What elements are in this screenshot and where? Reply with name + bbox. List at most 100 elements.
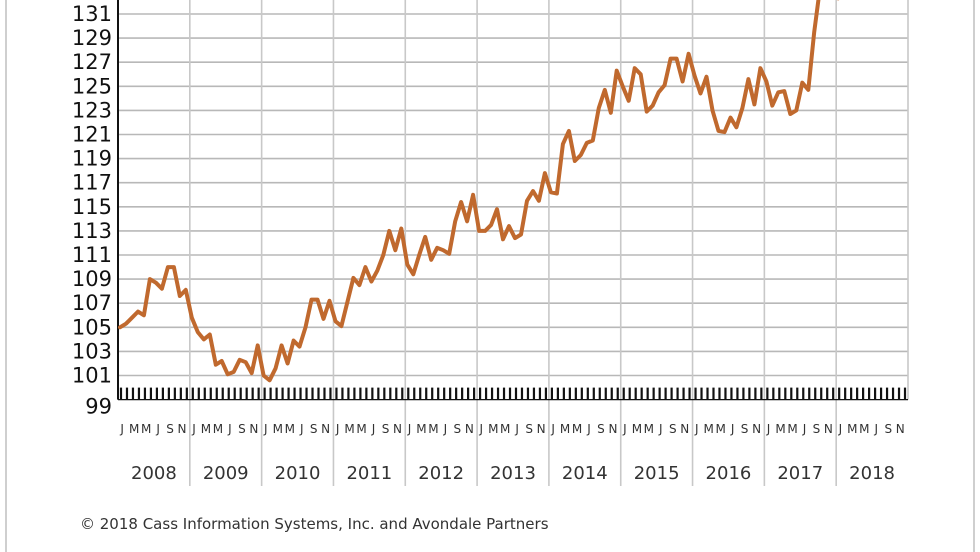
year-label: 2018 xyxy=(849,463,895,484)
month-label: M xyxy=(859,422,869,436)
y-tick-label: 121 xyxy=(72,123,112,147)
month-label: S xyxy=(525,422,533,436)
month-label: S xyxy=(382,422,390,436)
month-label: M xyxy=(285,422,295,436)
y-tick-label: 105 xyxy=(72,315,112,339)
y-tick-label: 133 xyxy=(72,0,112,2)
month-label: J xyxy=(335,422,340,436)
month-label: N xyxy=(752,422,761,436)
y-tick-label: 115 xyxy=(72,195,112,219)
y-tick-label: 123 xyxy=(72,98,112,122)
year-label: 2017 xyxy=(777,463,823,484)
month-label: M xyxy=(273,422,283,436)
month-label: J xyxy=(550,422,555,436)
month-label: J xyxy=(874,422,879,436)
month-label: M xyxy=(213,422,223,436)
month-label: M xyxy=(500,422,510,436)
frame-right-border xyxy=(973,0,975,552)
month-label: S xyxy=(884,422,892,436)
month-label: N xyxy=(680,422,689,436)
year-label: 2008 xyxy=(131,463,177,484)
month-label: S xyxy=(813,422,821,436)
series-line xyxy=(118,0,840,383)
y-tick-label: 101 xyxy=(72,364,112,388)
month-label: S xyxy=(238,422,246,436)
month-label: J xyxy=(119,422,124,436)
month-label: J xyxy=(263,422,268,436)
month-label: M xyxy=(632,422,642,436)
month-label: J xyxy=(227,422,232,436)
month-label: J xyxy=(658,422,663,436)
month-label: J xyxy=(407,422,412,436)
month-label: N xyxy=(608,422,617,436)
y-tick-label: 125 xyxy=(72,74,112,98)
month-label: M xyxy=(488,422,498,436)
month-label: S xyxy=(597,422,605,436)
month-label: M xyxy=(715,422,725,436)
y-tick-label: 131 xyxy=(72,2,112,26)
month-label: M xyxy=(644,422,654,436)
month-label: S xyxy=(310,422,318,436)
month-label: S xyxy=(454,422,462,436)
y-tick-label: 119 xyxy=(72,147,112,171)
frame-left-border xyxy=(5,0,7,552)
month-label: M xyxy=(787,422,797,436)
month-label: J xyxy=(802,422,807,436)
month-label: J xyxy=(191,422,196,436)
month-label: N xyxy=(824,422,833,436)
month-label: J xyxy=(730,422,735,436)
month-label: N xyxy=(249,422,258,436)
year-label: 2010 xyxy=(275,463,321,484)
month-label: S xyxy=(669,422,677,436)
copyright-text: © 2018 Cass Information Systems, Inc. an… xyxy=(80,515,549,533)
month-label: S xyxy=(166,422,174,436)
year-label: 2013 xyxy=(490,463,536,484)
month-label: M xyxy=(344,422,354,436)
month-label: J xyxy=(586,422,591,436)
month-label: M xyxy=(560,422,570,436)
month-label: M xyxy=(356,422,366,436)
month-label: N xyxy=(178,422,187,436)
month-label: J xyxy=(622,422,627,436)
y-tick-label: 109 xyxy=(72,267,112,291)
month-label: J xyxy=(155,422,160,436)
year-label: 2011 xyxy=(346,463,392,484)
month-label: N xyxy=(537,422,546,436)
month-label: J xyxy=(479,422,484,436)
y-tick-label: 103 xyxy=(72,339,112,363)
y-tick-label: 107 xyxy=(72,291,112,315)
month-label: J xyxy=(514,422,519,436)
month-label: M xyxy=(847,422,857,436)
month-label: N xyxy=(393,422,402,436)
month-label: J xyxy=(766,422,771,436)
year-label: 2015 xyxy=(634,463,680,484)
y-tick-label: 129 xyxy=(72,26,112,50)
y-tick-label: 111 xyxy=(72,243,112,267)
year-label: 2016 xyxy=(706,463,752,484)
y-tick-label: 117 xyxy=(72,171,112,195)
month-label: M xyxy=(416,422,426,436)
month-label: S xyxy=(741,422,749,436)
month-label: J xyxy=(299,422,304,436)
month-label: M xyxy=(129,422,139,436)
month-label: J xyxy=(694,422,699,436)
y-tick-label: 127 xyxy=(72,50,112,74)
month-label: J xyxy=(443,422,448,436)
year-label: 2009 xyxy=(203,463,249,484)
month-label: N xyxy=(321,422,330,436)
month-label: M xyxy=(572,422,582,436)
month-label: J xyxy=(838,422,843,436)
y-tick-label: 99 xyxy=(85,395,112,419)
year-label: 2012 xyxy=(418,463,464,484)
month-label: M xyxy=(704,422,714,436)
y-tick-label: 113 xyxy=(72,219,112,243)
year-label: 2014 xyxy=(562,463,608,484)
month-label: N xyxy=(465,422,474,436)
month-label: M xyxy=(775,422,785,436)
month-label: J xyxy=(371,422,376,436)
month-label: M xyxy=(428,422,438,436)
month-label: M xyxy=(201,422,211,436)
month-label: M xyxy=(141,422,151,436)
month-label: N xyxy=(896,422,905,436)
